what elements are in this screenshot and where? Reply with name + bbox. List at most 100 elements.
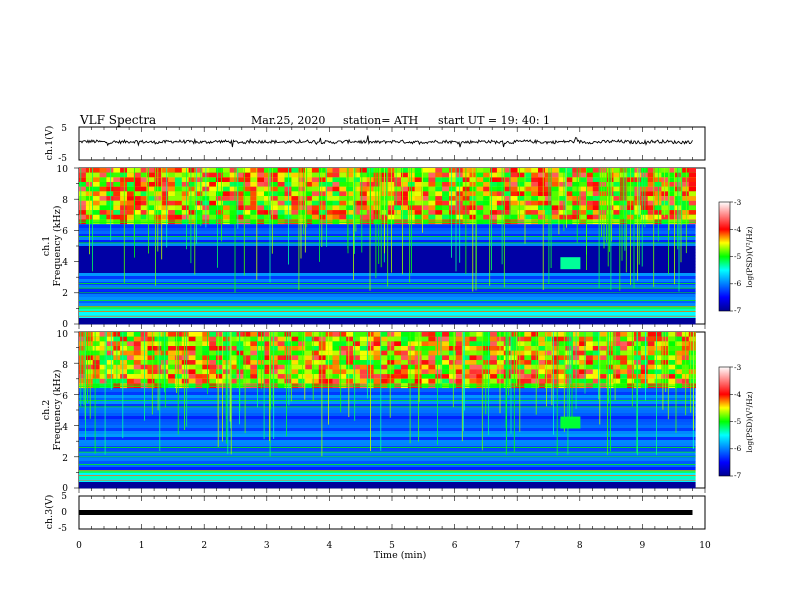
spectrogram-cell xyxy=(222,210,231,215)
spectrogram-cell xyxy=(332,332,340,337)
ch3-ytick-top: 5 xyxy=(61,492,67,502)
spectrogram-cell xyxy=(490,364,498,370)
spectrogram-band xyxy=(79,416,696,420)
spectrogram-cell xyxy=(106,355,114,360)
spectrogram-cell xyxy=(531,210,539,215)
ch1-spectrogram-panel: 10 8 6 4 2 0 ch.1 Frequency (kHz) -3 -4 … xyxy=(41,165,754,330)
spectrogram-cell xyxy=(551,186,559,192)
spectrogram-cell xyxy=(551,196,559,201)
spectrogram-cell xyxy=(92,205,100,210)
spectrogram-cell xyxy=(359,350,368,356)
spectrogram-cell xyxy=(339,186,347,192)
spectrogram-cell xyxy=(579,355,587,360)
spectrogram-cell xyxy=(394,205,402,210)
spectrogram-cell xyxy=(449,350,457,356)
spectrogram-cell xyxy=(298,360,306,365)
spectrogram-cell xyxy=(606,182,614,187)
spectrogram-cell xyxy=(250,346,258,351)
spectrogram-cell xyxy=(476,341,484,346)
spectrogram-cell xyxy=(551,191,559,196)
spectrogram-cell xyxy=(551,219,559,225)
spectrogram-cell xyxy=(551,205,559,210)
spectrogram-cell xyxy=(140,177,148,182)
spectrogram-cell xyxy=(476,369,484,374)
spectrogram-cell xyxy=(668,378,676,384)
spectrogram-cell xyxy=(538,172,546,178)
spectrogram-cell xyxy=(243,168,251,173)
spectrogram-band xyxy=(79,246,696,250)
spectrogram-cell xyxy=(229,374,237,379)
spectrogram-cell xyxy=(565,210,573,215)
spectrogram-cell xyxy=(373,369,381,374)
spectrogram-cell xyxy=(565,177,573,182)
spectrogram-cell xyxy=(277,191,285,196)
spectrogram-cell xyxy=(133,383,141,389)
spectrogram-cell xyxy=(428,350,436,356)
spectrogram-cell xyxy=(524,332,532,337)
spectrogram-cell xyxy=(572,200,580,206)
spectrogram-cell xyxy=(264,172,272,178)
spectrogram-cell xyxy=(661,196,669,201)
spectrogram-cell xyxy=(298,336,306,342)
spectrogram-cell xyxy=(147,196,155,201)
spectrogram-cell xyxy=(311,369,320,374)
spectrogram-band xyxy=(79,431,696,435)
spectrogram-cell xyxy=(599,341,607,346)
spectrogram-cell xyxy=(188,219,196,225)
spectrogram-cell xyxy=(394,200,402,206)
spectrogram-cell xyxy=(592,350,600,356)
spectrogram-cell xyxy=(517,350,525,356)
spectrogram-cell xyxy=(195,336,203,342)
spectrogram-cell xyxy=(277,168,285,173)
spectrogram-cell xyxy=(579,205,587,210)
spectrogram-cell xyxy=(647,374,655,379)
spectrogram-cell xyxy=(592,210,600,215)
spectrogram-cell xyxy=(449,196,457,201)
spectrogram-cell xyxy=(140,168,148,173)
spectrogram-cell xyxy=(168,360,176,365)
spectrogram-cell xyxy=(421,346,429,351)
spectrogram-cell xyxy=(442,346,450,351)
spectrogram-cell xyxy=(455,383,463,389)
spectrogram-cell xyxy=(606,172,614,178)
spectrogram-cell xyxy=(524,191,532,196)
spectrogram-cell xyxy=(442,355,450,360)
spectrogram-cell xyxy=(127,186,135,192)
spectrogram-cell xyxy=(127,177,135,182)
spectrogram-cell xyxy=(133,374,141,379)
spectrogram-cell xyxy=(401,360,409,365)
spectrogram-cell xyxy=(469,346,477,351)
spectrogram-cell xyxy=(346,214,354,220)
spectrogram-cell xyxy=(120,374,128,379)
spectrogram-cell xyxy=(127,214,135,220)
spectrogram-cell xyxy=(428,355,436,360)
spectrogram-cell xyxy=(407,336,416,342)
spectrogram-cell xyxy=(373,374,381,379)
spectrogram-cell xyxy=(435,378,443,384)
spectrogram-cell xyxy=(551,364,559,370)
spectrogram-cell xyxy=(407,350,416,356)
spectrogram-cell xyxy=(688,186,696,192)
spectrogram-cell xyxy=(592,364,600,370)
time-tick-label: 3 xyxy=(264,541,270,551)
spectrogram-cell xyxy=(442,191,450,196)
spectrogram-cell xyxy=(120,355,128,360)
spectrogram-cell xyxy=(421,374,429,379)
spectrogram-cell xyxy=(387,346,395,351)
ch2-colorbar-tick-m3: -3 xyxy=(734,363,742,372)
ch1-waveform-panel: 5 -5 ch.1(V) xyxy=(44,124,706,164)
spectrogram-cell xyxy=(654,360,662,365)
spectrogram-cell xyxy=(202,364,210,370)
spectrogram-cell xyxy=(531,383,539,389)
spectrogram-cell xyxy=(270,191,278,196)
spectrogram-cell xyxy=(133,168,141,173)
spectrogram-cell xyxy=(318,332,326,337)
spectrogram-cell xyxy=(558,200,566,206)
spectrogram-cell xyxy=(688,182,696,187)
spectrogram-cell xyxy=(127,182,135,187)
spectrogram-cell xyxy=(216,214,224,220)
spectrogram-cell xyxy=(496,214,505,220)
spectrogram-band xyxy=(79,482,696,486)
spectrogram-cell xyxy=(572,214,580,220)
spectrogram-cell xyxy=(229,369,237,374)
